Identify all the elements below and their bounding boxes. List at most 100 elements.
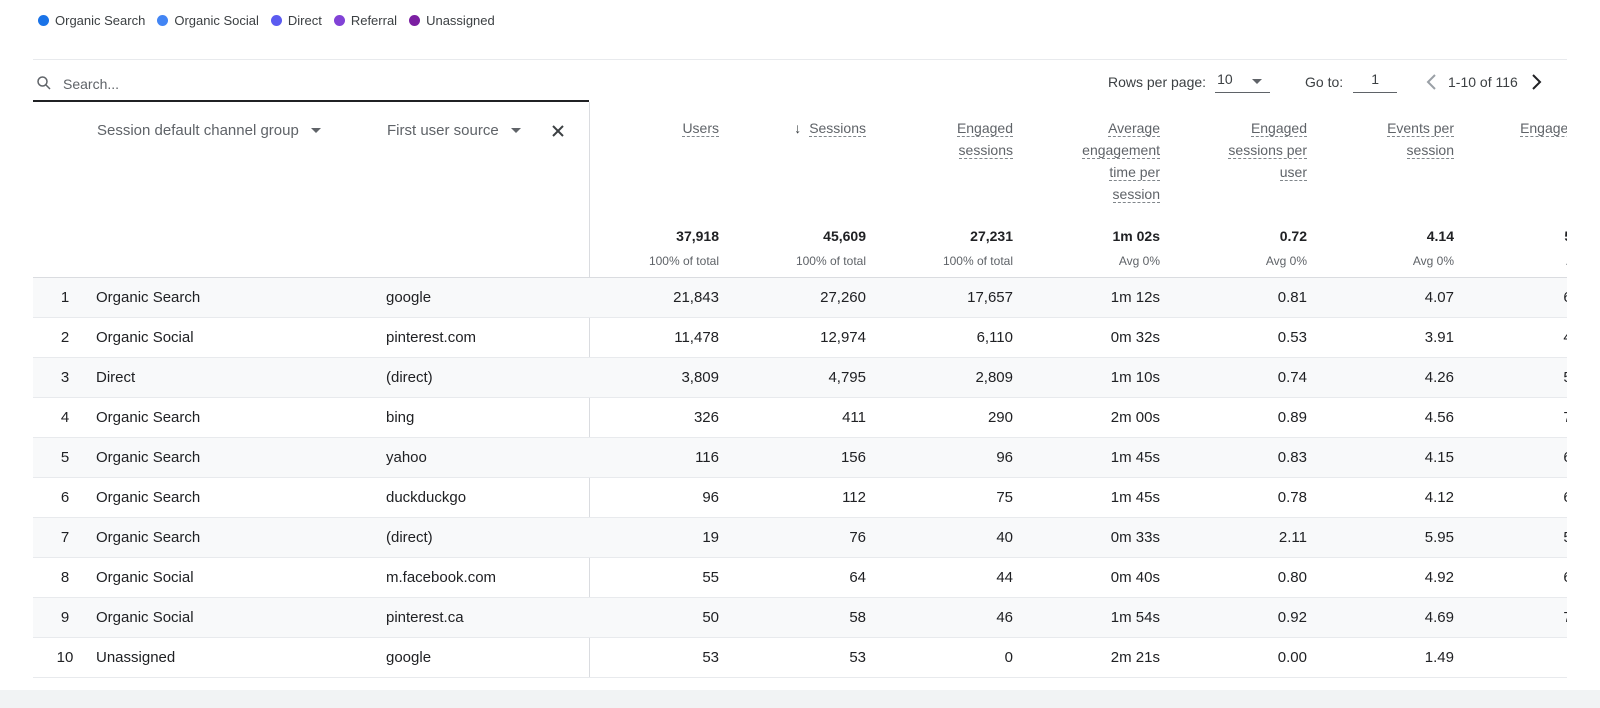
- column-header-label: time per: [1109, 164, 1160, 181]
- metric-cell: 0: [1004, 649, 1013, 666]
- divider: [33, 59, 1567, 60]
- chevron-right-icon[interactable]: [1524, 70, 1548, 94]
- column-total-subtext: Avg 0%: [1412, 254, 1454, 268]
- metric-cell: 6,110: [976, 329, 1013, 346]
- column-total: 37,918: [676, 228, 719, 244]
- close-icon[interactable]: [551, 124, 565, 138]
- metric-cell: 47: [1440, 318, 1567, 358]
- metric-cell: 3.91: [1424, 329, 1454, 346]
- metric-cell: 5.95: [1424, 529, 1454, 546]
- metric-cell: 55: [702, 569, 719, 586]
- row-index: 1: [60, 289, 70, 306]
- metric-cell: 112: [842, 489, 866, 506]
- metric-cell: 64: [1440, 278, 1567, 318]
- secondary-dimension-label: First user source: [387, 122, 499, 139]
- column-total-subtext: Avg 0%: [1265, 254, 1307, 268]
- metric-cell: 0m 40s: [1110, 569, 1160, 586]
- metric-cell: 4,795: [828, 369, 866, 386]
- table-row[interactable]: 5 Organic Search yahoo 116 156 96 1m 45s 0.83 4.…: [33, 438, 1567, 478]
- metric-cell: 50: [702, 609, 719, 626]
- channel-group-cell: Organic Social: [96, 609, 194, 626]
- legend-label: Organic Social: [174, 13, 259, 28]
- metric-cell: 17,657: [967, 289, 1013, 306]
- legend-dot-icon: [38, 15, 49, 26]
- table-row[interactable]: 9 Organic Social pinterest.ca 50 58 46 1m 54s 0…: [33, 598, 1567, 638]
- legend-dot-icon: [333, 15, 345, 26]
- column-header[interactable]: Users: [579, 117, 719, 139]
- metric-cell: 40: [996, 529, 1013, 546]
- metric-cell: 4.26: [1424, 369, 1454, 386]
- metric-cell: 0.74: [1277, 369, 1307, 386]
- metric-cell: 1m 45s: [1110, 489, 1160, 506]
- channel-group-cell: Organic Search: [96, 449, 201, 466]
- bottom-scroll-area: [0, 690, 1600, 708]
- metric-cell: 0.80: [1277, 569, 1307, 586]
- legend-dot-icon: [270, 15, 282, 26]
- column-header[interactable]: Engaged sessions per user: [1167, 117, 1307, 183]
- metric-cell: 2,809: [975, 369, 1013, 386]
- column-total-subtext: 100% of total: [942, 254, 1013, 268]
- legend-label: Unassigned: [426, 13, 495, 28]
- metric-cell: 66: [1440, 478, 1567, 518]
- metric-cell: 411: [842, 409, 866, 426]
- search-bar: [33, 64, 589, 102]
- metric-cell: 0.81: [1277, 289, 1307, 306]
- metric-cell: 0.89: [1277, 409, 1307, 426]
- channel-group-cell: Organic Social: [96, 569, 194, 586]
- column-total: 1m 02s: [1112, 228, 1160, 244]
- metric-cell: 4.07: [1424, 289, 1454, 306]
- column-header-label: Engagem: [1520, 120, 1567, 137]
- metric-cell: 64: [849, 569, 866, 586]
- metric-cell: 1m 12s: [1110, 289, 1160, 306]
- table-row[interactable]: 2 Organic Social pinterest.com 11,478 12,974…: [33, 318, 1567, 358]
- rows-per-page-select[interactable]: 10: [1215, 71, 1271, 93]
- first-user-source-cell: google: [386, 289, 432, 306]
- table-row[interactable]: 3 Direct (direct) 3,809 4,795 2,809 1m 10s 0.74…: [33, 358, 1567, 398]
- metric-cell: 0.53: [1277, 329, 1307, 346]
- metric-cell: 3,809: [681, 369, 719, 386]
- metric-cell: 76: [849, 529, 866, 546]
- chevron-down-icon: [310, 128, 321, 133]
- search-input[interactable]: [61, 72, 565, 96]
- metric-cell: 61: [1440, 438, 1567, 478]
- secondary-dimension-selector[interactable]: First user source: [387, 122, 521, 139]
- table-row[interactable]: 4 Organic Search bing 326 411 290 2m 00s 0.89 4.…: [33, 398, 1567, 438]
- column-header[interactable]: Events per session: [1314, 117, 1454, 161]
- metric-cell: 68: [1440, 558, 1567, 598]
- table-row[interactable]: 7 Organic Search (direct) 19 76 40 0m 33s 2.11 5…: [33, 518, 1567, 558]
- column-total: 59: [1440, 228, 1567, 244]
- primary-dimension-label: Session default channel group: [97, 122, 299, 139]
- metric-cell: 11,478: [674, 329, 719, 346]
- column-header[interactable]: Average engagement time per session: [1020, 117, 1160, 205]
- channel-group-cell: Organic Social: [96, 329, 194, 346]
- column-header[interactable]: Engagem: [1440, 117, 1567, 139]
- table-row[interactable]: 10 Unassigned google 53 53 0 2m 21s 0.00 1.49: [33, 638, 1567, 678]
- column-total-subtext: 100% of total: [795, 254, 866, 268]
- metric-cell: 0.00: [1277, 649, 1307, 666]
- goto-label: Go to:: [1305, 74, 1344, 90]
- first-user-source-cell: yahoo: [386, 449, 427, 466]
- first-user-source-cell: pinterest.com: [386, 329, 477, 346]
- metric-cell: 326: [693, 409, 719, 426]
- column-header-label: sessions: [958, 142, 1013, 159]
- metric-cell: 53: [702, 649, 719, 666]
- primary-dimension-selector[interactable]: Session default channel group: [97, 122, 321, 139]
- table-header: [33, 102, 1567, 278]
- column-header-label: Engaged: [1250, 120, 1307, 137]
- goto-input[interactable]: 1: [1353, 71, 1398, 93]
- metric-cell: 44: [996, 569, 1013, 586]
- column-header[interactable]: ↓ Sessions: [726, 117, 866, 139]
- table-row[interactable]: 6 Organic Search duckduckgo 96 112 75 1m 45s 0.…: [33, 478, 1567, 518]
- column-header-label: Engaged: [956, 120, 1013, 137]
- column-header[interactable]: Engaged sessions: [873, 117, 1013, 161]
- table-row[interactable]: 8 Organic Social m.facebook.com 55 64 44 0m 40…: [33, 558, 1567, 598]
- metric-cell: 12,974: [820, 329, 866, 346]
- row-index: 2: [60, 329, 70, 346]
- chevron-left-icon[interactable]: [1420, 70, 1444, 94]
- table-row[interactable]: 1 Organic Search google 21,843 27,260 17,657 1…: [33, 278, 1567, 318]
- column-header-label: user: [1279, 164, 1307, 181]
- legend-dot-icon: [409, 15, 421, 26]
- metric-cell: 4.12: [1424, 489, 1454, 506]
- metric-cell: 96: [996, 449, 1013, 466]
- metric-cell: 0.83: [1277, 449, 1307, 466]
